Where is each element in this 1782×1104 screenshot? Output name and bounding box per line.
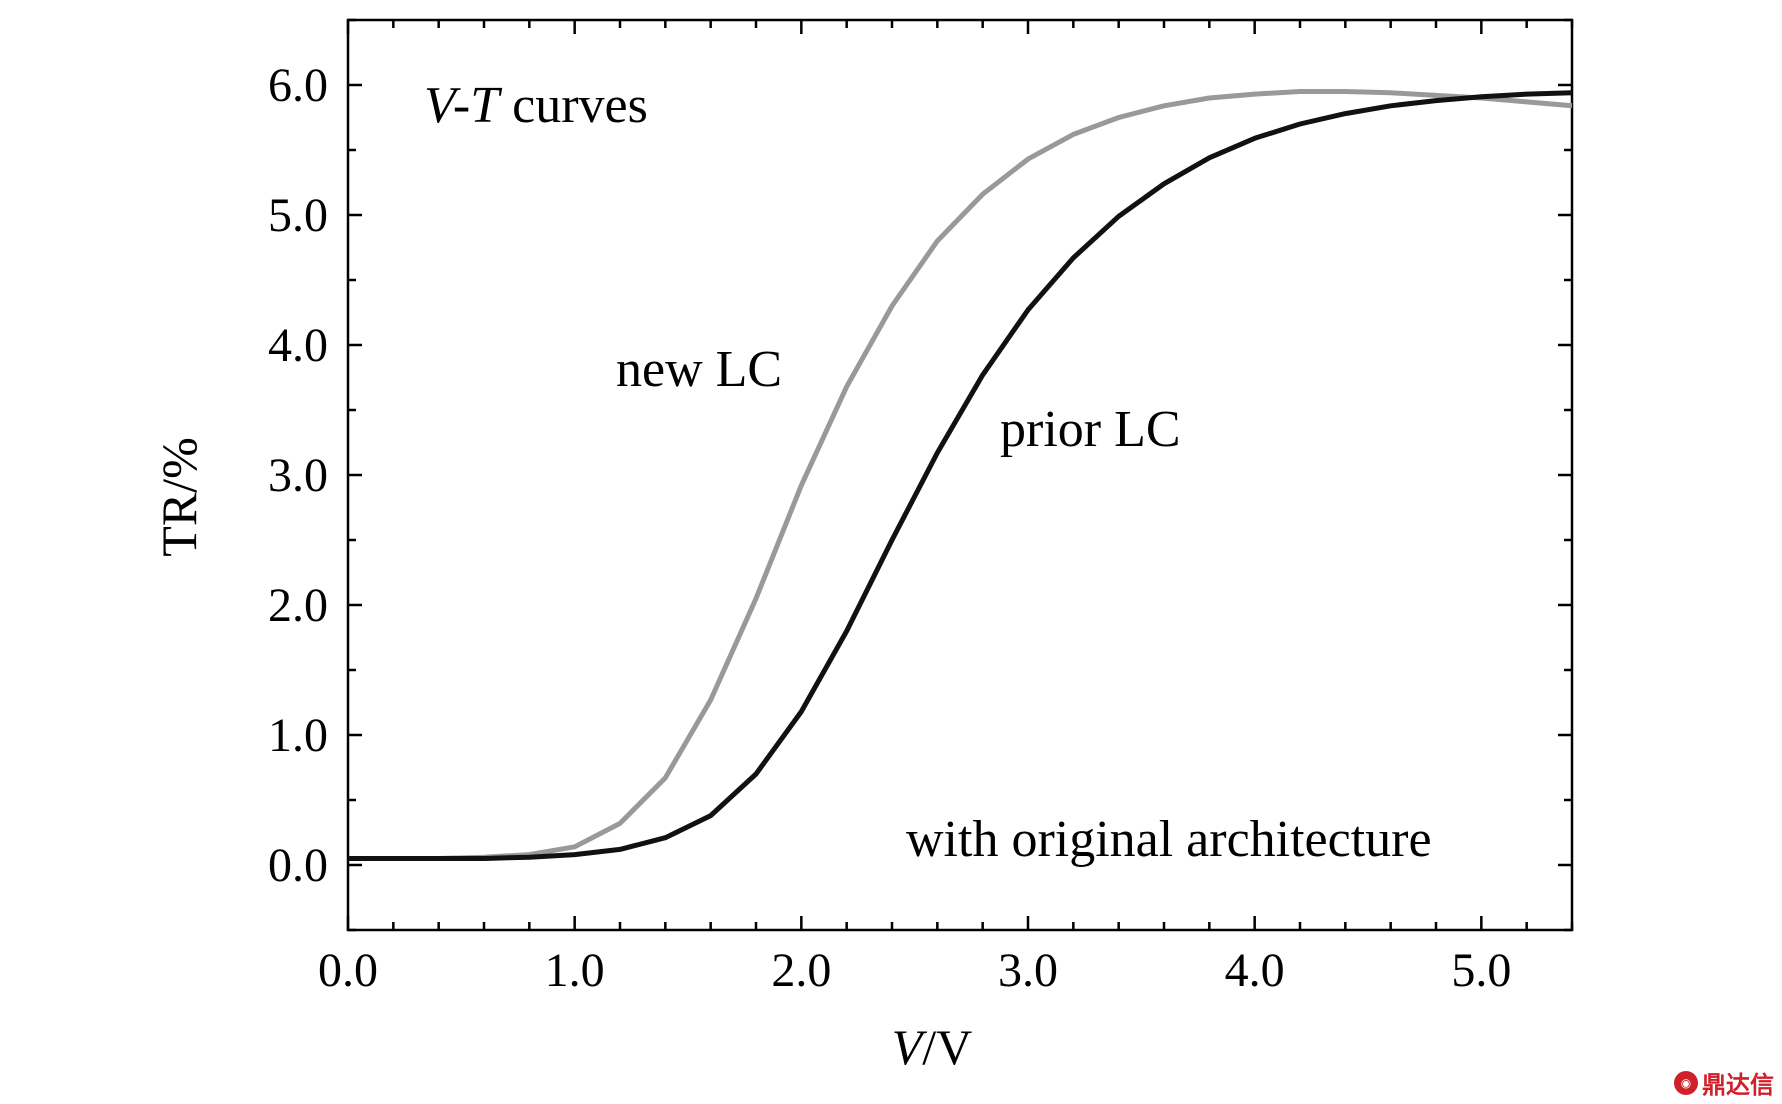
logo-icon: ◉	[1674, 1070, 1698, 1095]
chart-title: V-T curves	[424, 77, 648, 134]
label-prior-lc: prior LC	[1000, 401, 1181, 458]
y-axis-title: TR/%	[151, 437, 207, 556]
x-tick-label: 5.0	[1451, 944, 1511, 997]
watermark: ◉ 鼎达信	[1674, 1065, 1774, 1100]
y-tick-label: 6.0	[268, 59, 328, 112]
y-tick-label: 2.0	[268, 579, 328, 632]
plot-frame	[346, 18, 1574, 932]
x-tick-label: 0.0	[318, 944, 378, 997]
label-new-lc: new LC	[616, 341, 782, 398]
y-tick-label: 5.0	[268, 189, 328, 242]
y-tick-label: 4.0	[268, 319, 328, 372]
label-architecture: with original architecture	[906, 811, 1432, 868]
x-tick-label: 2.0	[771, 944, 831, 997]
x-axis-title: V/V	[892, 1019, 973, 1075]
series-lines	[348, 89, 1573, 861]
x-tick-label: 1.0	[545, 944, 605, 997]
watermark-text: 鼎达信	[1702, 1071, 1774, 1099]
tick-labels: 0.0 1.0 2.0 3.0 4.0 5.0 0.0 1.0 2.0 3.0 4.0 5.0 6.0	[268, 59, 1511, 997]
series-line-prior-lc	[348, 90, 1573, 861]
x-tick-label: 4.0	[1225, 944, 1285, 997]
series-line-new-lc	[348, 89, 1573, 861]
x-tick-label: 3.0	[998, 944, 1058, 997]
y-tick-label: 3.0	[268, 449, 328, 502]
y-tick-label: 0.0	[268, 839, 328, 892]
axis-ticks	[346, 18, 1574, 932]
y-tick-label: 1.0	[268, 709, 328, 762]
